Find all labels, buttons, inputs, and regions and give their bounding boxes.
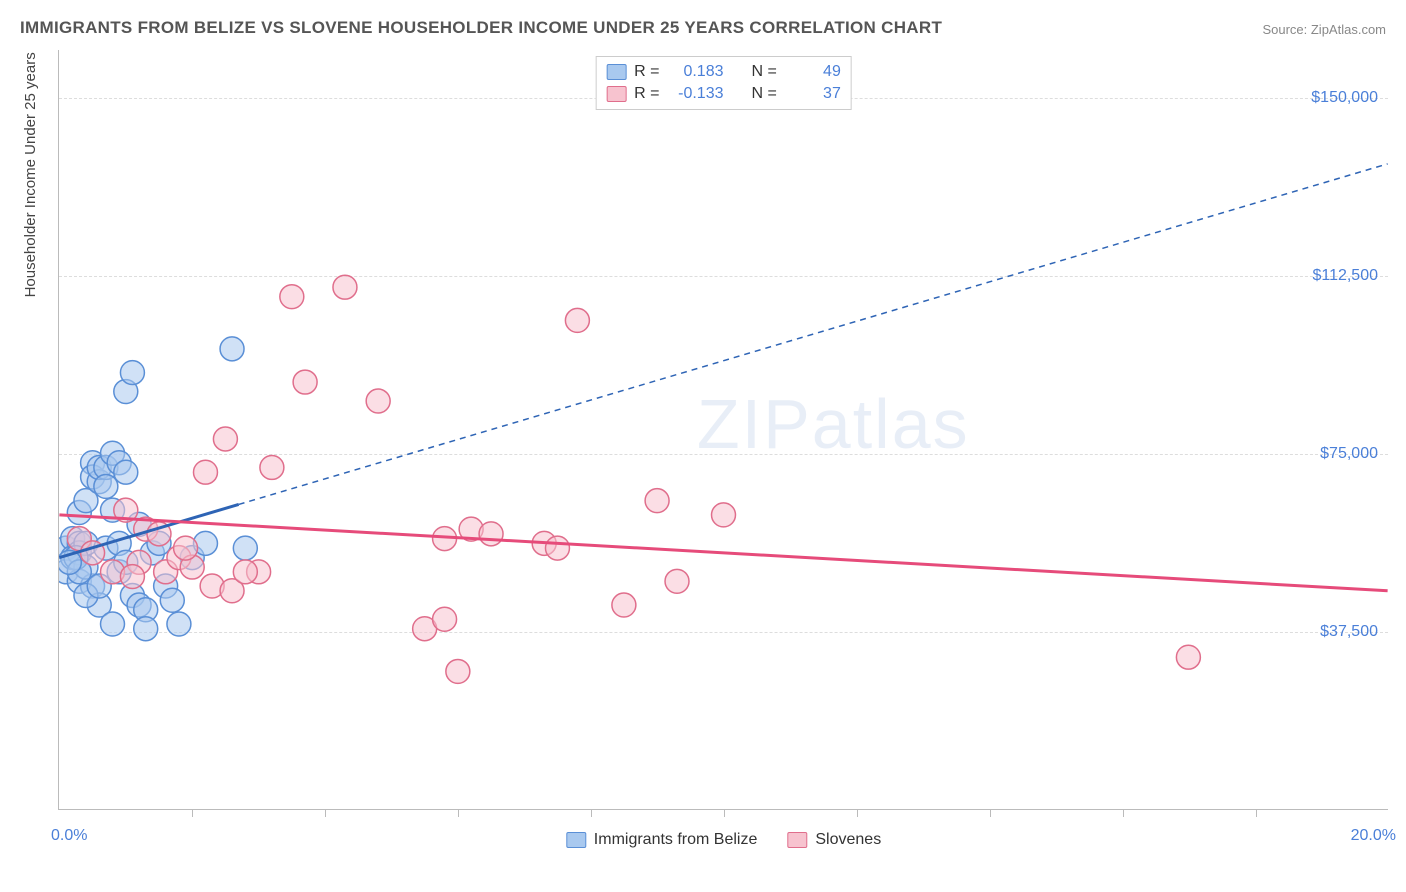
- legend-stats-row: R = -0.133 N = 37: [606, 83, 841, 105]
- x-tick: [724, 809, 725, 817]
- r-value-0: 0.183: [668, 63, 724, 81]
- legend-swatch-icon: [787, 832, 807, 848]
- legend-swatch-slovenes: [606, 86, 626, 102]
- y-axis-label: Householder Income Under 25 years: [22, 52, 39, 297]
- legend-series: Immigrants from Belize Slovenes: [566, 831, 881, 849]
- x-tick: [192, 809, 193, 817]
- legend-stats: R = 0.183 N = 49 R = -0.133 N = 37: [595, 56, 852, 110]
- x-tick: [591, 809, 592, 817]
- legend-label: Immigrants from Belize: [594, 831, 758, 849]
- n-prefix: N =: [752, 85, 777, 103]
- n-value-1: 37: [785, 85, 841, 103]
- r-prefix: R =: [634, 85, 659, 103]
- legend-label: Slovenes: [815, 831, 881, 849]
- x-tick: [1256, 809, 1257, 817]
- chart-area: ZIPatlas R = 0.183 N = 49 R = -0.133 N =…: [58, 50, 1388, 810]
- x-tick: [325, 809, 326, 817]
- legend-stats-row: R = 0.183 N = 49: [606, 61, 841, 83]
- x-tick: [857, 809, 858, 817]
- legend-swatch-icon: [566, 832, 586, 848]
- x-tick: [1123, 809, 1124, 817]
- scatter-plot-svg: [59, 50, 1388, 809]
- r-value-1: -0.133: [668, 85, 724, 103]
- legend-swatch-belize: [606, 64, 626, 80]
- legend-item-belize: Immigrants from Belize: [566, 831, 758, 849]
- x-tick: [990, 809, 991, 817]
- source-label: Source: ZipAtlas.com: [1262, 22, 1386, 37]
- x-max-label: 20.0%: [1351, 827, 1396, 845]
- x-min-label: 0.0%: [51, 827, 87, 845]
- n-value-0: 49: [785, 63, 841, 81]
- r-prefix: R =: [634, 63, 659, 81]
- n-prefix: N =: [752, 63, 777, 81]
- x-tick: [458, 809, 459, 817]
- chart-title: IMMIGRANTS FROM BELIZE VS SLOVENE HOUSEH…: [20, 18, 942, 38]
- legend-item-slovenes: Slovenes: [787, 831, 881, 849]
